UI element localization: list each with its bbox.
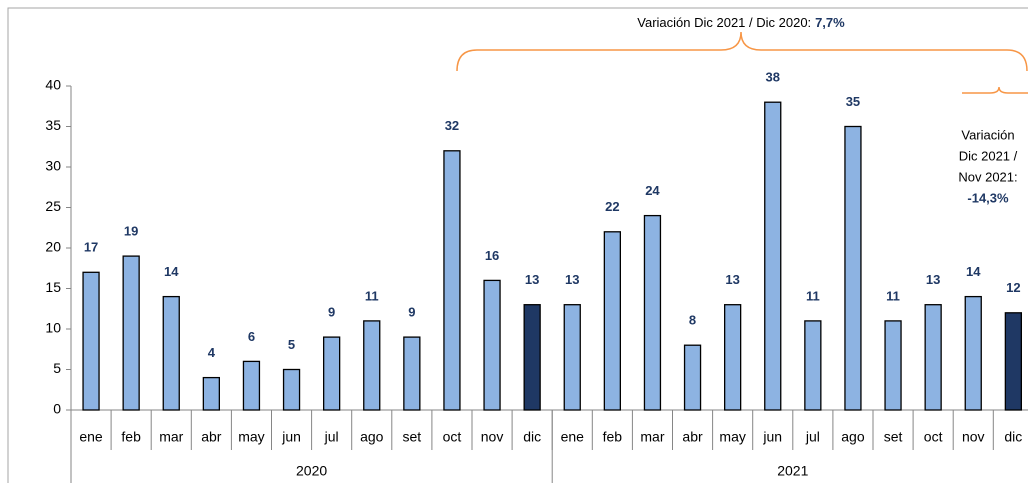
x-tick-label: mar [159,429,183,445]
x-tick-label: jul [805,429,820,445]
bar [724,304,742,411]
x-tick-label: oct [924,429,943,445]
bar [202,376,221,411]
annotation-value: 7,7% [815,15,845,30]
y-tick-label: 15 [45,279,61,295]
bar [443,150,461,411]
bar [162,295,180,411]
bar [363,320,381,411]
x-tick-label: set [403,429,422,445]
value-label: 14 [966,264,981,279]
x-tick-label: feb [603,429,623,445]
bar [884,320,902,411]
value-label: 11 [806,288,820,303]
value-label: 35 [846,94,860,109]
annotation-text: Dic 2021 / [959,148,1018,163]
value-label: 5 [288,337,295,352]
bar [563,304,581,411]
value-label: 13 [725,272,739,287]
value-label: 11 [886,288,900,303]
x-tick-label: dic [1004,429,1022,445]
x-tick-label: jul [324,429,339,445]
bar [122,255,140,411]
bar [603,231,621,411]
y-tick-label: 5 [53,360,61,376]
value-label: 19 [124,224,138,239]
bar [483,279,501,411]
brace [962,86,1028,94]
value-label: 13 [926,272,940,287]
year-label: 2021 [777,463,808,479]
x-tick-label: ene [561,429,585,445]
value-label: 6 [248,329,255,344]
annotation: Variación Dic 2021 / Dic 2020: 7,7% [637,15,845,31]
bar [683,344,702,411]
annotation-text: Variación Dic 2021 / Dic 2020: [637,15,811,30]
bar [82,271,100,411]
y-tick-label: 35 [45,117,61,133]
bar [844,125,862,411]
annotation-text: Nov 2021: [958,169,1017,184]
x-tick-label: mar [640,429,664,445]
x-tick-label: nov [481,429,504,445]
value-label: 12 [1006,280,1020,295]
brace [456,31,1028,72]
bar [403,336,421,411]
value-label: 24 [645,183,660,198]
x-tick-label: abr [682,429,703,445]
bar [322,336,341,411]
bar [242,360,261,411]
value-label: 32 [445,118,459,133]
bar [964,295,982,411]
annotation-value: -14,3% [967,190,1009,205]
x-tick-label: may [719,429,745,445]
value-label: 13 [565,272,579,287]
x-tick-label: may [238,429,264,445]
year-label: 2020 [296,463,327,479]
y-tick-label: 30 [45,158,61,174]
y-tick-label: 40 [45,77,61,93]
value-label: 22 [605,199,619,214]
value-label: 9 [328,305,335,320]
bar [924,304,942,411]
value-label: 14 [164,264,179,279]
x-tick-label: ago [360,429,384,445]
bar [1004,312,1022,411]
x-tick-label: feb [121,429,141,445]
y-tick-label: 25 [45,198,61,214]
value-label: 16 [485,248,499,263]
x-tick-label: nov [962,429,985,445]
bar [523,304,541,411]
y-tick-label: 10 [45,320,61,336]
x-tick-label: ene [79,429,103,445]
x-tick-label: dic [523,429,541,445]
x-tick-label: set [884,429,903,445]
y-tick-label: 20 [45,239,61,255]
bar [804,320,822,411]
bar [764,101,782,411]
x-tick-label: oct [443,429,462,445]
x-tick-label: ago [841,429,865,445]
x-tick-label: jun [762,429,782,445]
frame [7,7,1028,483]
value-label: 4 [208,345,216,360]
value-label: 13 [525,272,539,287]
value-label: 9 [408,305,415,320]
x-tick-label: jun [281,429,301,445]
bar [282,368,301,411]
value-label: 17 [84,240,98,255]
x-tick-label: abr [201,429,222,445]
value-label: 8 [689,313,696,328]
annotation-text: Variación [961,127,1014,142]
value-label: 38 [766,70,780,85]
y-tick-label: 0 [53,401,61,417]
bar [643,214,662,411]
value-label: 11 [365,288,379,303]
